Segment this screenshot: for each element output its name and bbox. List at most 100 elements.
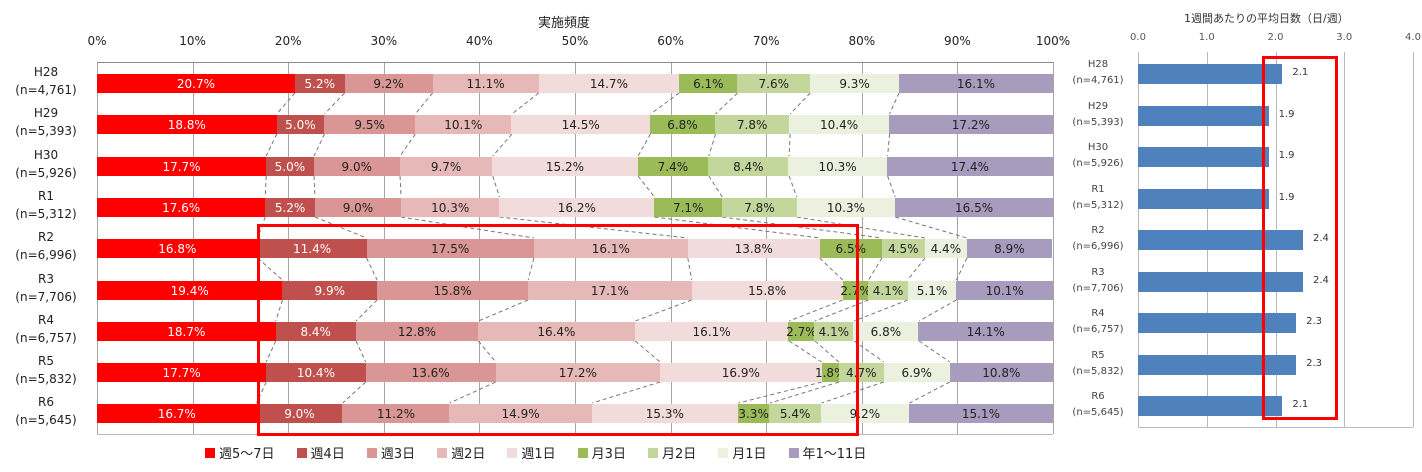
bar-segment: 17.2% — [495, 363, 661, 382]
bar-segment: 11.2% — [342, 404, 450, 423]
bar-segment: 16.1% — [899, 74, 1053, 93]
category-label: R3 (n=7,706) — [15, 272, 77, 304]
right-category-label: R4 (n=6,757) — [1072, 308, 1124, 335]
category-label: R6 (n=5,645) — [15, 395, 77, 427]
legend-label: 週2日 — [451, 447, 486, 462]
right-category-label: H28 (n=4,761) — [1072, 59, 1124, 86]
right-category-label: R3 (n=7,706) — [1072, 267, 1124, 294]
bar-segment: 11.1% — [432, 74, 539, 93]
average-value-label: 2.1 — [1292, 399, 1309, 410]
bar-segment: 4.1% — [814, 322, 854, 341]
bar-segment: 13.6% — [365, 363, 496, 382]
right-category-label: R5 (n=5,832) — [1072, 350, 1124, 377]
bar-segment: 16.1% — [533, 239, 688, 258]
legend-swatch — [366, 447, 377, 458]
bar-segment: 19.4% — [97, 281, 283, 300]
bar-segment: 17.2% — [888, 115, 1053, 134]
average-value-label: 2.3 — [1306, 316, 1323, 327]
stacked-bar-row: 17.7% 5.0% 9.0% 9.7% 15.2% 7.4% 8.4% 10.3% 17.4% — [97, 157, 1053, 176]
bar-segment: 10.8% — [949, 363, 1053, 382]
bar-segment: 2.7% — [786, 322, 817, 341]
x-tick-label: 20% — [274, 34, 302, 48]
bar-segment: 5.0% — [276, 115, 325, 134]
bar-segment: 16.1% — [634, 322, 789, 341]
bar-segment: 2.7% — [840, 281, 871, 300]
right-x-tick-label: 0.0 — [1130, 32, 1146, 43]
legend-item: 週1日 — [507, 443, 556, 462]
bar-segment: 4.5% — [881, 239, 925, 258]
legend-swatch — [788, 447, 799, 458]
legend-item: 年1〜11日 — [788, 443, 867, 462]
right-x-tick-label: 3.0 — [1336, 32, 1353, 43]
legend-item: 月2日 — [647, 443, 697, 462]
average-bar — [1138, 189, 1269, 209]
category-label: R5 (n=5,832) — [15, 354, 77, 386]
bar-segment: 6.8% — [649, 115, 715, 134]
average-bar — [1138, 355, 1297, 375]
bar-segment: 16.8% — [97, 239, 258, 258]
bar-segment: 9.9% — [282, 281, 378, 300]
x-tick-label: 100% — [1035, 34, 1071, 48]
right-category-label: H29 (n=5,393) — [1072, 101, 1124, 128]
bar-segment: 5.0% — [266, 157, 314, 176]
bar-segment: 5.1% — [907, 281, 957, 300]
average-bar — [1138, 272, 1303, 292]
bar-segment: 10.1% — [956, 281, 1053, 300]
gridline — [1053, 62, 1054, 434]
bar-segment: 8.4% — [275, 322, 356, 341]
x-tick-label: 0% — [87, 34, 107, 48]
x-tick-label: 30% — [370, 34, 398, 48]
bar-segment: 10.3% — [400, 198, 500, 217]
bar-segment: 4.1% — [868, 281, 908, 300]
legend-label: 年1〜11日 — [802, 447, 867, 462]
bar-segment: 6.1% — [679, 74, 738, 93]
average-bar — [1138, 313, 1297, 333]
legend-label: 週3日 — [380, 447, 416, 462]
legend: 週5〜7日 週4日 週3日 週2日 週1日 月3日 月2日 月1日 年1〜11日 — [205, 443, 866, 462]
legend-item: 週3日 — [366, 443, 416, 462]
legend-label: 週1日 — [521, 447, 556, 462]
category-label: R1 (n=5,312) — [15, 189, 77, 221]
bar-segment: 9.7% — [399, 157, 493, 176]
x-tick-label: 60% — [657, 34, 684, 48]
x-tick-label: 40% — [466, 34, 493, 48]
legend-swatch — [718, 447, 729, 458]
legend-label: 週5〜7日 — [219, 447, 275, 462]
bar-segment: 16.9% — [660, 363, 822, 382]
bar-segment: 17.6% — [97, 198, 266, 217]
legend-item: 月3日 — [577, 443, 626, 462]
legend-item: 週5〜7日 — [205, 443, 275, 462]
bar-segment: 9.2% — [344, 74, 433, 93]
bar-segment: 15.2% — [492, 157, 638, 176]
bar-segment: 7.8% — [722, 198, 797, 217]
stacked-bar-row: 18.7% 8.4% 12.8% 16.4% 16.1% 2.7% 4.1% 6.8% 14.1… — [97, 322, 1054, 341]
x-tick-label: 50% — [561, 34, 589, 48]
legend-item: 月1日 — [718, 443, 767, 462]
average-value-label: 2.4 — [1313, 233, 1329, 244]
bar-segment: 17.7% — [97, 157, 267, 176]
bar-segment: 14.5% — [511, 115, 650, 134]
bar-segment: 8.9% — [966, 239, 1052, 258]
right-highlight-box — [1262, 56, 1338, 420]
legend-label: 月2日 — [661, 447, 697, 462]
right-category-label: H30 (n=5,926) — [1072, 142, 1124, 169]
bar-segment: 8.4% — [708, 157, 789, 176]
bar-segment: 4.4% — [924, 239, 967, 258]
x-tick-label: 80% — [848, 34, 876, 48]
category-label: H29 (n=5,393) — [15, 106, 77, 138]
bar-segment: 6.9% — [883, 363, 950, 382]
bar-segment: 17.1% — [528, 281, 692, 300]
stacked-bar-row: 17.7% 10.4% 13.6% 17.2% 16.9% 1.8% 4.7% 6.9% 10.… — [97, 363, 1053, 382]
bar-segment: 16.5% — [895, 198, 1053, 217]
x-tick-label: 10% — [179, 34, 206, 48]
bar-segment: 9.0% — [313, 157, 400, 176]
legend-item: 週4日 — [296, 443, 345, 462]
bar-segment: 12.8% — [355, 322, 479, 341]
bar-segment: 16.2% — [499, 198, 655, 217]
bar-segment: 16.4% — [478, 322, 635, 341]
bar-segment: 9.5% — [324, 115, 416, 134]
bar-segment: 1.8% — [815, 363, 845, 382]
bar-segment: 10.3% — [788, 157, 887, 176]
category-label: H30 (n=5,926) — [15, 148, 77, 180]
